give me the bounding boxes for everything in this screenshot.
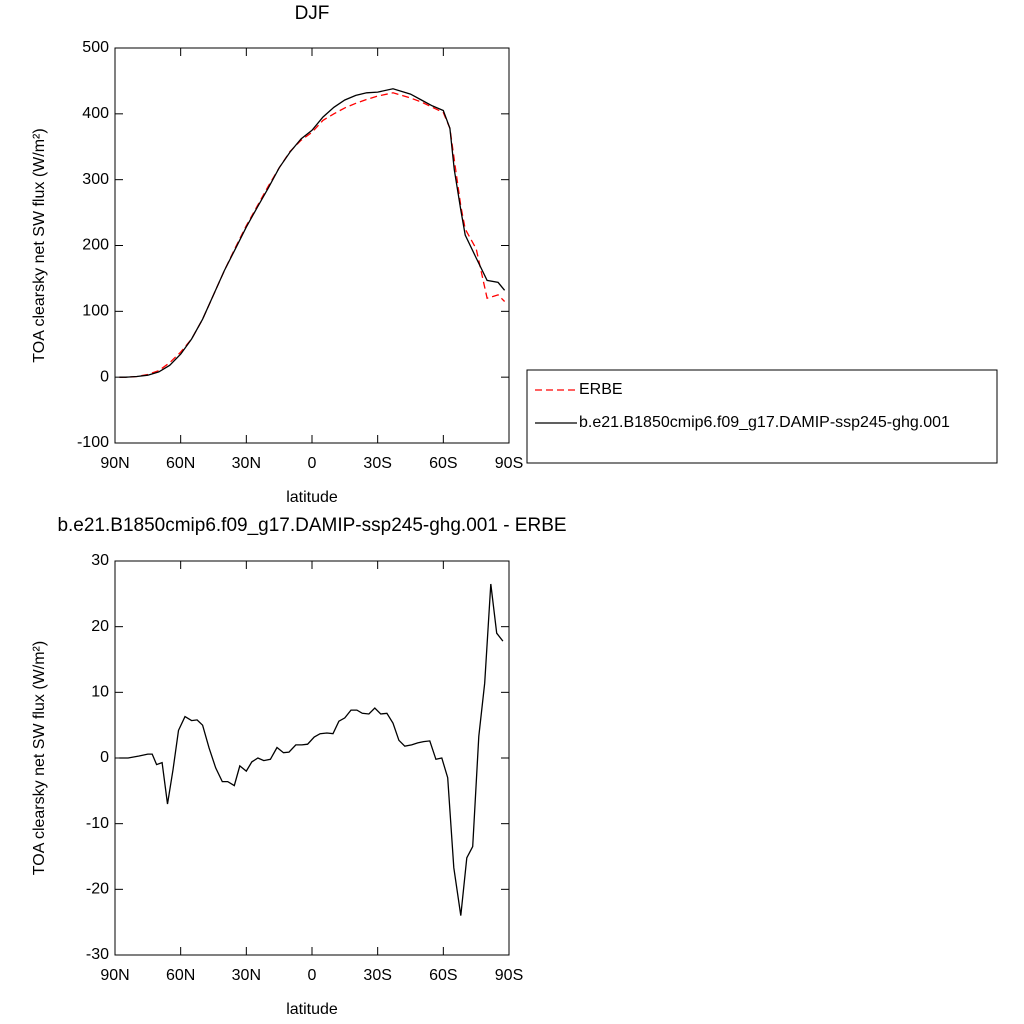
x-axis-label: latitude: [286, 1001, 338, 1018]
y-tick-label: 0: [100, 368, 109, 385]
legend-label: ERBE: [579, 381, 623, 398]
y-tick-label: -30: [86, 946, 109, 963]
chart-title: DJF: [295, 3, 330, 24]
y-tick-label: -100: [77, 434, 109, 451]
y-axis-label: TOA clearsky net SW flux (W/m²): [31, 641, 48, 875]
x-axis-label: latitude: [286, 489, 338, 506]
x-tick-label: 60S: [429, 967, 457, 984]
data-line: [119, 92, 506, 378]
x-tick-label: 90S: [495, 967, 523, 984]
legend-label: b.e21.B1850cmip6.f09_g17.DAMIP-ssp245-gh…: [579, 414, 950, 431]
x-tick-label: 60S: [429, 455, 457, 472]
y-tick-label: 300: [82, 171, 109, 188]
x-tick-label: 90S: [495, 455, 523, 472]
x-tick-label: 60N: [166, 455, 195, 472]
x-tick-label: 90N: [100, 455, 129, 472]
x-tick-label: 60N: [166, 967, 195, 984]
x-tick-label: 30N: [232, 967, 261, 984]
y-tick-label: 30: [91, 552, 109, 569]
y-tick-label: 200: [82, 237, 109, 254]
y-tick-label: 400: [82, 105, 109, 122]
y-tick-label: -20: [86, 881, 109, 898]
y-tick-label: 10: [91, 684, 109, 701]
legend-box: [526, 369, 998, 464]
x-tick-label: 30S: [363, 455, 391, 472]
x-tick-label: 90N: [100, 967, 129, 984]
x-tick-label: 30S: [363, 967, 391, 984]
y-axis-label: TOA clearsky net SW flux (W/m²): [31, 128, 48, 362]
y-tick-label: 100: [82, 303, 109, 320]
y-tick-label: 500: [82, 39, 109, 56]
chart-title: b.e21.B1850cmip6.f09_g17.DAMIP-ssp245-gh…: [57, 515, 566, 536]
data-line: [119, 583, 504, 916]
x-tick-label: 30N: [232, 455, 261, 472]
y-tick-label: -10: [86, 815, 109, 832]
plot-frame: [114, 47, 510, 444]
data-line: [119, 88, 506, 378]
y-tick-label: 0: [100, 749, 109, 766]
x-tick-label: 0: [308, 967, 317, 984]
y-tick-label: 20: [91, 618, 109, 635]
x-tick-label: 0: [308, 455, 317, 472]
